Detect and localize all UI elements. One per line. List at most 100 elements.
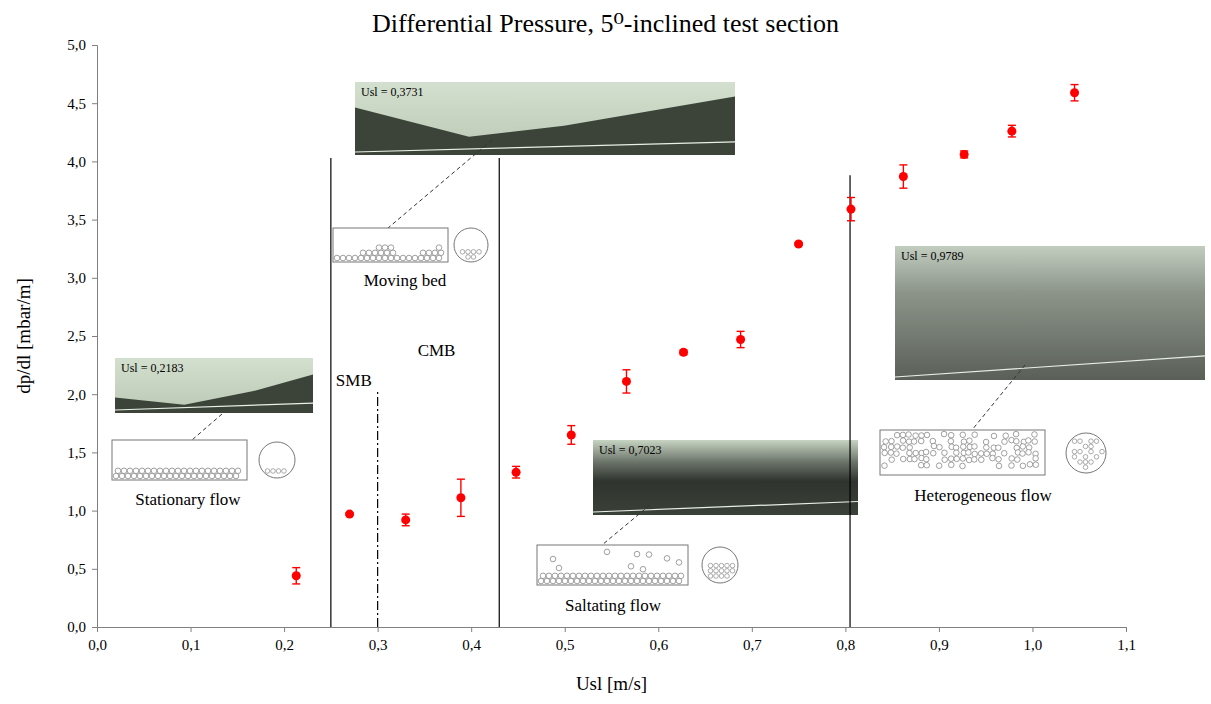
schematic-particle bbox=[676, 560, 682, 566]
schematic-particle bbox=[618, 573, 624, 579]
x-tick-label: 0,6 bbox=[649, 637, 668, 653]
error-bar-cap bbox=[622, 392, 630, 393]
schematic-particle bbox=[1014, 438, 1020, 444]
schematic-particle bbox=[991, 433, 997, 439]
x-tick-label: 0,8 bbox=[836, 637, 855, 653]
schematic-particle bbox=[670, 578, 676, 584]
schematic-particle bbox=[1033, 462, 1039, 468]
schematic-particle bbox=[972, 444, 978, 450]
schematic-particle bbox=[127, 468, 133, 474]
schematic-particle bbox=[894, 444, 900, 450]
photo-label: Usl = 0,9789 bbox=[901, 249, 963, 263]
y-tick-mark bbox=[92, 569, 97, 570]
x-tick-label: 0,0 bbox=[88, 637, 107, 653]
photo-label: Usl = 0,3731 bbox=[361, 85, 423, 99]
error-bar-cap bbox=[1071, 100, 1079, 101]
x-tick: 0,4 bbox=[462, 627, 481, 653]
y-tick-label: 0,5 bbox=[67, 561, 86, 577]
schematic-particle bbox=[420, 250, 426, 256]
schematic-particle bbox=[556, 565, 562, 571]
y-tick-label: 2,5 bbox=[67, 328, 86, 344]
chart-title: Differential Pressure, 5⁰-inclined test … bbox=[372, 9, 839, 38]
schematic-particle bbox=[436, 245, 442, 251]
schematic-particle bbox=[1100, 449, 1105, 454]
schematic-particle bbox=[197, 473, 203, 479]
schematic-particle bbox=[544, 578, 550, 584]
schematic-particle bbox=[984, 445, 990, 451]
schematic-particle bbox=[1094, 455, 1099, 460]
regime-label: Stationary flow bbox=[135, 490, 241, 509]
y-tick-mark bbox=[92, 45, 97, 46]
leader-line bbox=[602, 505, 650, 545]
photo-pipe-wall bbox=[355, 142, 735, 152]
schematic-particle bbox=[209, 473, 215, 479]
schematic-particle bbox=[888, 450, 894, 456]
schematic-particle bbox=[203, 473, 209, 479]
photo: Usl = 0,3731 bbox=[355, 82, 735, 155]
schematic-particle bbox=[1001, 450, 1007, 456]
schematic-particle bbox=[1078, 449, 1083, 454]
schematic-particle bbox=[1020, 463, 1026, 469]
schematic-particle bbox=[978, 457, 984, 463]
schematic-particle bbox=[227, 473, 233, 479]
data-point bbox=[736, 335, 745, 344]
schematic-particle bbox=[907, 445, 913, 451]
error-bar bbox=[899, 165, 907, 188]
data-point bbox=[846, 205, 855, 214]
schematic-particle bbox=[960, 444, 966, 450]
schematic-particle bbox=[960, 432, 966, 438]
schematic-particle bbox=[1027, 462, 1033, 468]
y-tick-mark bbox=[92, 278, 97, 279]
schematic-particle bbox=[436, 255, 442, 261]
y-tick-mark bbox=[92, 452, 97, 453]
y-tick: 5,0 bbox=[67, 37, 97, 53]
schematic-particle bbox=[424, 255, 430, 261]
schematic-particle bbox=[930, 450, 936, 456]
schematic-particle bbox=[911, 439, 917, 445]
schematic-particle bbox=[477, 250, 482, 255]
schematic-particle bbox=[388, 255, 394, 261]
schematic-particle bbox=[648, 573, 654, 579]
x-tick: 0,8 bbox=[836, 627, 855, 653]
schematic-particle bbox=[954, 456, 960, 462]
x-tick-label: 0,2 bbox=[275, 637, 294, 653]
y-tick-label: 3,5 bbox=[67, 212, 86, 228]
schematic-particle bbox=[576, 573, 582, 579]
error-bar bbox=[1071, 85, 1079, 101]
x-tick-mark bbox=[191, 627, 192, 632]
schematic-particle bbox=[163, 468, 169, 474]
data-point bbox=[794, 240, 803, 249]
schematic-particle bbox=[654, 573, 660, 579]
y-tick-label: 2,0 bbox=[67, 387, 86, 403]
schematic-particle bbox=[340, 255, 346, 261]
schematic-particle bbox=[143, 473, 149, 479]
schematic-particle bbox=[370, 255, 376, 261]
schematic-particle bbox=[556, 578, 562, 584]
schematic-particle bbox=[894, 451, 900, 457]
regime-boundary bbox=[330, 158, 331, 627]
schematic-pipe bbox=[880, 430, 1045, 475]
schematic-particle bbox=[1072, 439, 1077, 444]
y-tick-mark bbox=[92, 511, 97, 512]
schematic-particle bbox=[139, 468, 145, 474]
schematic-particle bbox=[604, 578, 610, 584]
annotations: Usl = 0,2183Stationary flowUsl = 0,3731M… bbox=[112, 82, 1205, 615]
schematic-particle bbox=[948, 456, 954, 462]
photo-pipe-wall bbox=[115, 403, 313, 410]
schematic-particle bbox=[960, 456, 966, 462]
schematic-particle bbox=[588, 573, 594, 579]
schematic-particle bbox=[666, 573, 672, 579]
x-tick: 0,2 bbox=[275, 627, 294, 653]
schematic-particle bbox=[719, 569, 724, 574]
schematic-particle bbox=[888, 444, 894, 450]
schematic-particle bbox=[924, 456, 930, 462]
schematic-particle bbox=[924, 462, 930, 468]
schematic-particle bbox=[570, 573, 576, 579]
schematic-particle bbox=[931, 443, 937, 449]
x-tick-mark bbox=[1032, 627, 1033, 632]
x-tick-mark bbox=[845, 627, 846, 632]
y-tick-label: 4,0 bbox=[67, 154, 86, 170]
schematic-particle bbox=[719, 563, 724, 568]
error-bar-cap bbox=[737, 331, 745, 332]
schematic-particle bbox=[594, 573, 600, 579]
